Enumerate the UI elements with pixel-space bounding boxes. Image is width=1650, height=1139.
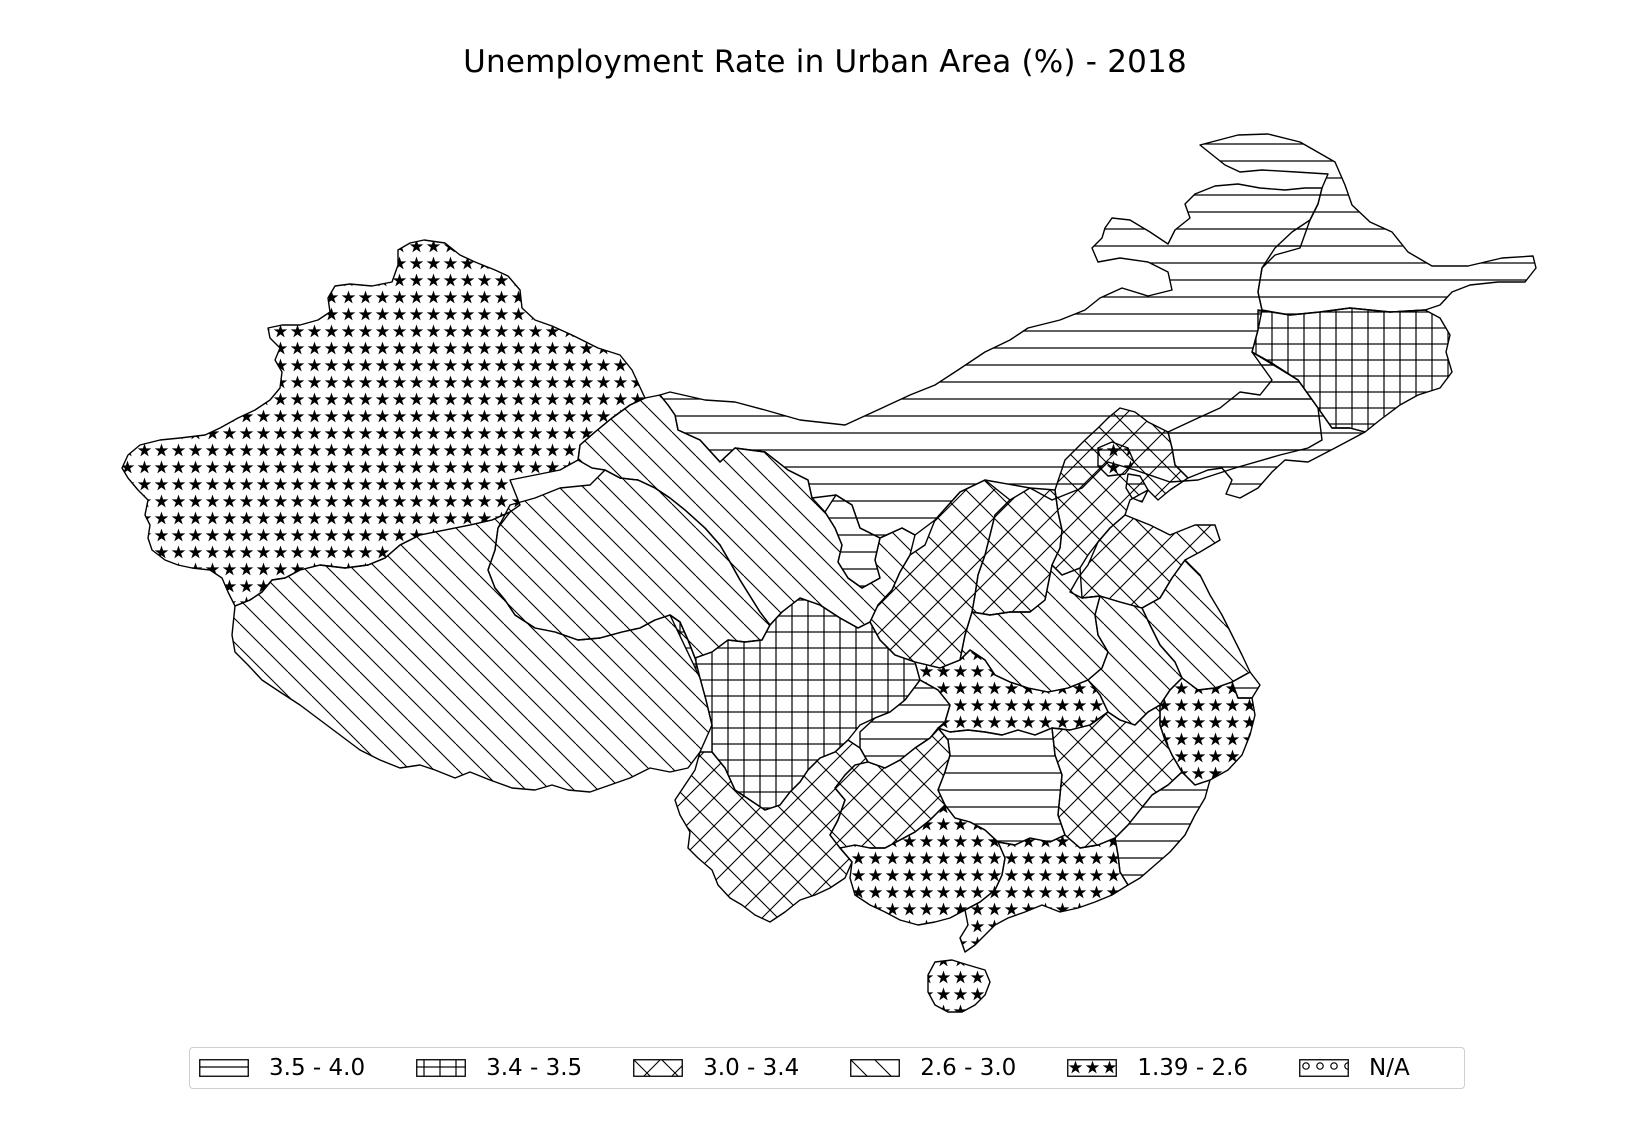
legend-swatch-stars xyxy=(1067,1059,1118,1077)
legend-swatch-small-circles xyxy=(1299,1059,1349,1077)
region-tianjin xyxy=(1125,473,1149,503)
legend-swatch-horizontal-lines xyxy=(199,1059,249,1077)
legend-item-2.6-3.0: 2.6 - 3.0 xyxy=(850,1048,1067,1088)
region-guangdong xyxy=(959,834,1129,953)
map-legend: 3.5 - 4.0 3.4 - 3.5 3.0 - 3.4 2.6 - 3.0 … xyxy=(189,1047,1465,1089)
legend-label: N/A xyxy=(1369,1055,1410,1081)
region-xinjiang xyxy=(121,239,646,607)
legend-swatch-diagonal-lines xyxy=(850,1059,901,1077)
legend-item-3.4-3.5: 3.4 - 3.5 xyxy=(416,1048,633,1088)
region-liaoning xyxy=(1167,351,1366,499)
legend-label: 3.0 - 3.4 xyxy=(703,1055,800,1081)
map-title: Unemployment Rate in Urban Area (%) - 20… xyxy=(463,44,1187,80)
legend-item-3.5-4.0: 3.5 - 4.0 xyxy=(199,1048,416,1088)
legend-label: 1.39 - 2.6 xyxy=(1137,1055,1249,1081)
legend-label: 3.4 - 3.5 xyxy=(486,1055,583,1081)
legend-label: 3.5 - 4.0 xyxy=(269,1055,366,1081)
region-beijing xyxy=(1097,441,1135,477)
legend-label: 2.6 - 3.0 xyxy=(920,1055,1017,1081)
legend-item-3.0-3.4: 3.0 - 3.4 xyxy=(633,1048,850,1088)
legend-swatch-diagonal-crosshatch xyxy=(633,1059,684,1077)
legend-item-1.39-2.6: 1.39 - 2.6 xyxy=(1067,1048,1299,1088)
legend-item-na: N/A xyxy=(1299,1048,1410,1088)
legend-swatch-grid xyxy=(416,1059,466,1077)
region-hainan xyxy=(927,959,991,1013)
region-fujian xyxy=(1114,771,1211,886)
region-jiangsu xyxy=(1141,559,1251,691)
